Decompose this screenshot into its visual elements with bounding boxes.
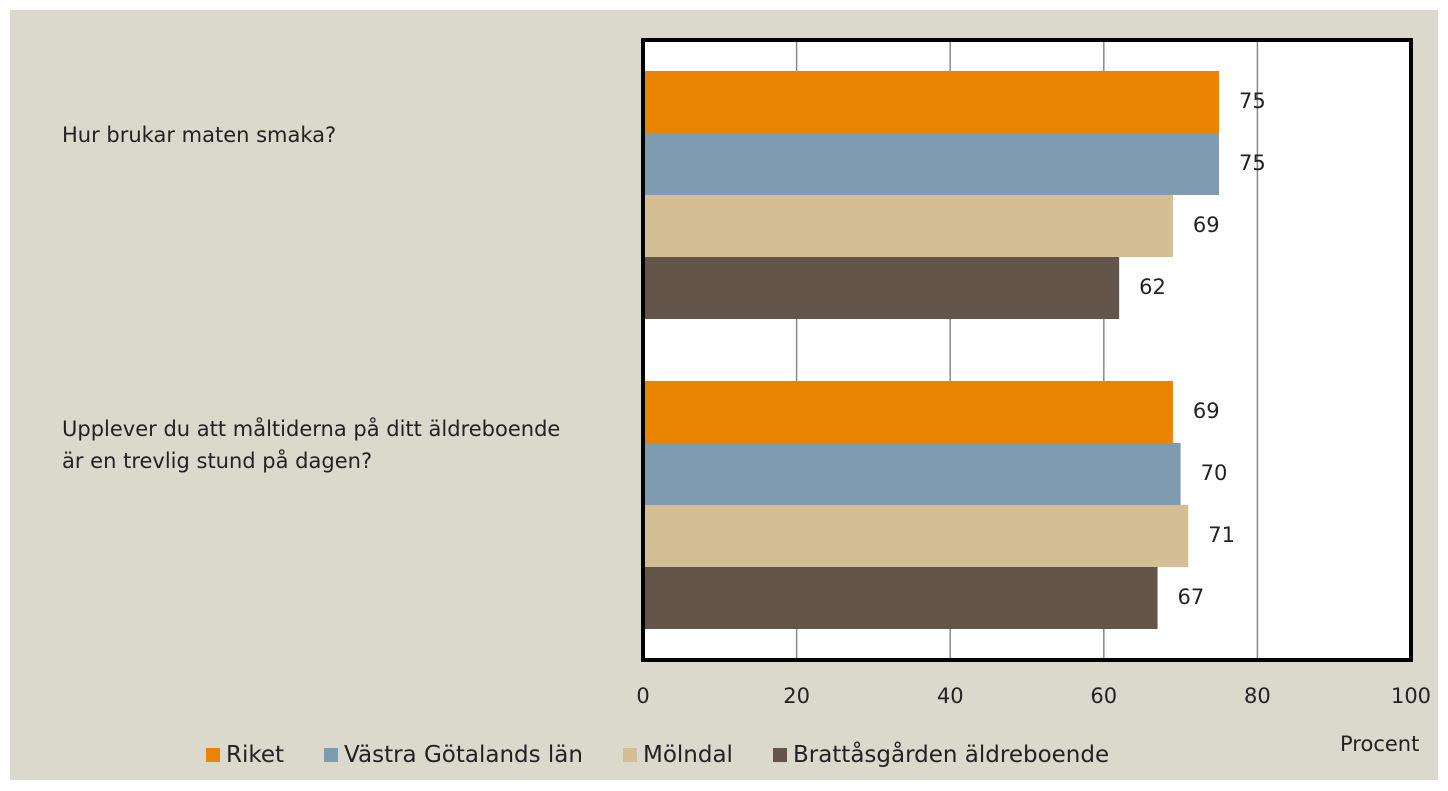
x-tick-label: 80	[1244, 684, 1271, 708]
legend-item: Riket	[206, 742, 284, 768]
bar	[643, 443, 1181, 505]
data-label: 62	[1139, 275, 1166, 299]
data-label: 70	[1201, 461, 1228, 485]
legend-item: Västra Götalands län	[324, 742, 583, 768]
legend-label: Mölndal	[642, 742, 733, 768]
bar	[643, 381, 1173, 443]
bar	[643, 133, 1219, 195]
data-label: 75	[1239, 89, 1266, 113]
legend-label: Riket	[226, 742, 285, 768]
bar	[643, 195, 1173, 257]
legend-item: Brattåsgården äldreboende	[772, 742, 1110, 768]
x-axis-label: Procent	[1340, 732, 1419, 756]
data-label: 69	[1193, 399, 1220, 423]
x-tick-label: 40	[937, 684, 964, 708]
legend: Riket Västra Götalands län Mölndal Brattåsg…	[206, 742, 1109, 768]
x-tick-label: 60	[1090, 684, 1117, 708]
chart: Procent 0 20 40 60 80 100 75 75 69 62 69 70 71 67	[636, 38, 1431, 756]
legend-swatch	[772, 748, 787, 762]
data-label: 69	[1193, 213, 1220, 237]
x-tick-label: 0	[636, 684, 649, 708]
legend-swatch	[622, 748, 637, 762]
bar	[643, 567, 1158, 629]
legend-item: Mölndal	[622, 742, 733, 768]
plot-border	[641, 38, 1413, 662]
bar	[643, 257, 1120, 319]
legend-label: Brattåsgården äldreboende	[792, 742, 1110, 768]
bar	[643, 71, 1219, 133]
legend-swatch	[206, 748, 220, 762]
legend-swatch	[324, 748, 339, 762]
legend-label: Västra Götalands län	[344, 742, 583, 768]
category-label: Upplever du att måltiderna på ditt äldre…	[62, 417, 561, 473]
x-tick-label: 20	[783, 684, 810, 708]
data-label: 75	[1239, 151, 1266, 175]
x-tick-label: 100	[1391, 684, 1431, 708]
chart-frame: Procent 0 20 40 60 80 100 75 75 69 62 69 70 71 67 Rik…	[10, 10, 1438, 780]
bar	[643, 505, 1189, 567]
data-label: 71	[1208, 523, 1235, 547]
category-label: Hur brukar maten smaka?	[62, 123, 337, 147]
data-label: 67	[1178, 585, 1205, 609]
